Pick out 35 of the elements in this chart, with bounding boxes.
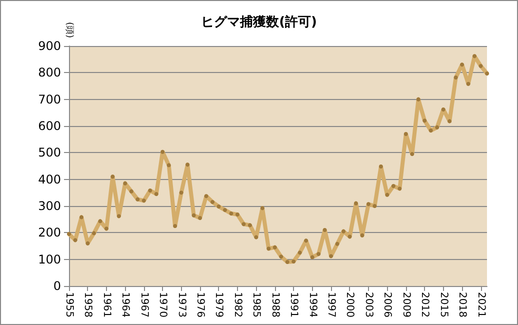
x-tick-label: 1964 bbox=[120, 292, 131, 318]
x-tick-label: 2003 bbox=[362, 292, 374, 318]
y-tick-label: 900 bbox=[38, 39, 61, 53]
y-axis-title: (頭) bbox=[64, 22, 74, 38]
y-tick-label: 200 bbox=[38, 226, 61, 240]
x-tick-label: 1973 bbox=[176, 292, 187, 318]
x-tick-label: 1958 bbox=[82, 292, 94, 318]
y-tick-label: 0 bbox=[53, 279, 61, 293]
y-tick-label: 500 bbox=[38, 146, 61, 160]
x-tick-label: 2000 bbox=[344, 292, 356, 318]
x-tick-label: 1961 bbox=[100, 292, 112, 318]
y-tick-label: 600 bbox=[38, 119, 61, 133]
x-tick-label: 2018 bbox=[456, 292, 468, 318]
chart-title: ヒグマ捕獲数(許可) bbox=[201, 14, 317, 30]
x-tick-label: 1982 bbox=[232, 292, 243, 318]
y-tick-label: 800 bbox=[38, 66, 61, 80]
x-tick-label: 1970 bbox=[157, 292, 168, 318]
x-tick-label: 1988 bbox=[269, 292, 280, 318]
x-tick-label: 2021 bbox=[475, 292, 486, 318]
x-tick-label: 1976 bbox=[194, 292, 206, 318]
x-tick-label: 1979 bbox=[213, 292, 224, 318]
x-tick-label: 1991 bbox=[288, 292, 300, 318]
y-tick-label: 100 bbox=[38, 252, 61, 266]
y-tick-label: 300 bbox=[38, 199, 61, 213]
x-tick-label: 1967 bbox=[138, 292, 150, 318]
x-tick-label: 2006 bbox=[382, 292, 393, 318]
x-tick-label: 1994 bbox=[306, 292, 318, 318]
y-tick-label: 400 bbox=[38, 172, 61, 186]
x-tick-label: 2015 bbox=[438, 292, 449, 318]
x-tick-label: 1955 bbox=[64, 292, 74, 318]
y-tick-label: 700 bbox=[38, 92, 61, 106]
x-tick-label: 2012 bbox=[419, 292, 430, 318]
x-tick-label: 1985 bbox=[250, 292, 262, 318]
x-tick-label: 2009 bbox=[400, 292, 412, 318]
x-tick-label: 1997 bbox=[326, 292, 337, 318]
